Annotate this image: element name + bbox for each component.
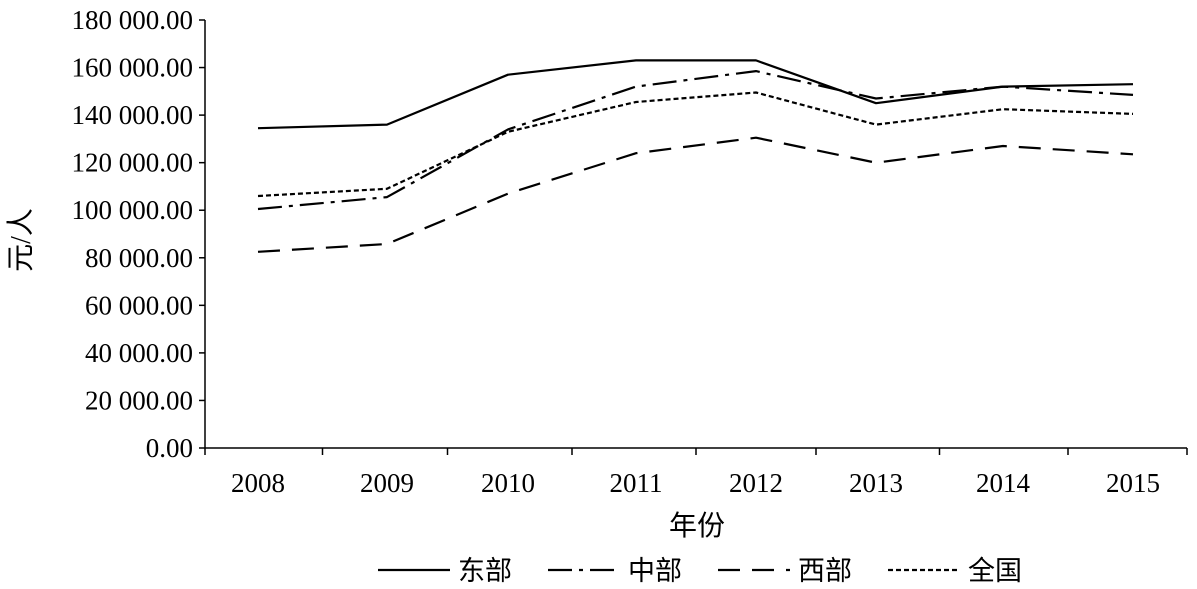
x-tick-label: 2008 [231,468,285,498]
legend-label: 全国 [968,556,1022,586]
y-tick-label: 40 000.00 [85,338,193,368]
y-tick-label: 140 000.00 [72,100,194,130]
series-lines [257,59,1134,253]
legend-label: 中部 [628,556,682,586]
x-axis-ticks: 2008 2009 2010 2011 2012 2013 2014 2015 [204,448,1188,498]
y-tick-label: 120 000.00 [72,148,194,178]
series-line-中部 [257,69,1134,211]
legend-label: 东部 [458,556,512,586]
y-tick-label: 60 000.00 [85,290,193,320]
x-axis-title: 年份 [669,510,725,542]
series-line-全国 [257,91,1134,198]
y-tick-label: 20 000.00 [85,385,193,415]
y-tick-label: 100 000.00 [72,195,194,225]
x-tick-label: 2014 [976,468,1031,498]
y-axis-title: 元/人 [6,208,37,272]
x-tick-label: 2009 [360,468,414,498]
x-tick-label: 2012 [729,468,783,498]
legend: 东部 中部 西部 全国 [378,556,1022,586]
legend-label: 西部 [798,556,852,586]
y-axis-ticks: 0.00 20 000.00 40 000.00 60 000.00 80 000.00… [72,5,205,463]
series-line-西部 [257,136,1134,253]
y-tick-label: 160 000.00 [72,53,194,83]
x-tick-label: 2011 [610,468,663,498]
y-tick-label: 0.00 [146,433,193,463]
y-tick-label: 180 000.00 [72,5,194,35]
series-line-东部 [257,59,1134,130]
axes [204,20,1187,449]
x-tick-label: 2015 [1106,468,1160,498]
x-tick-label: 2013 [849,468,903,498]
y-tick-label: 80 000.00 [85,243,193,273]
x-tick-label: 2010 [481,468,535,498]
